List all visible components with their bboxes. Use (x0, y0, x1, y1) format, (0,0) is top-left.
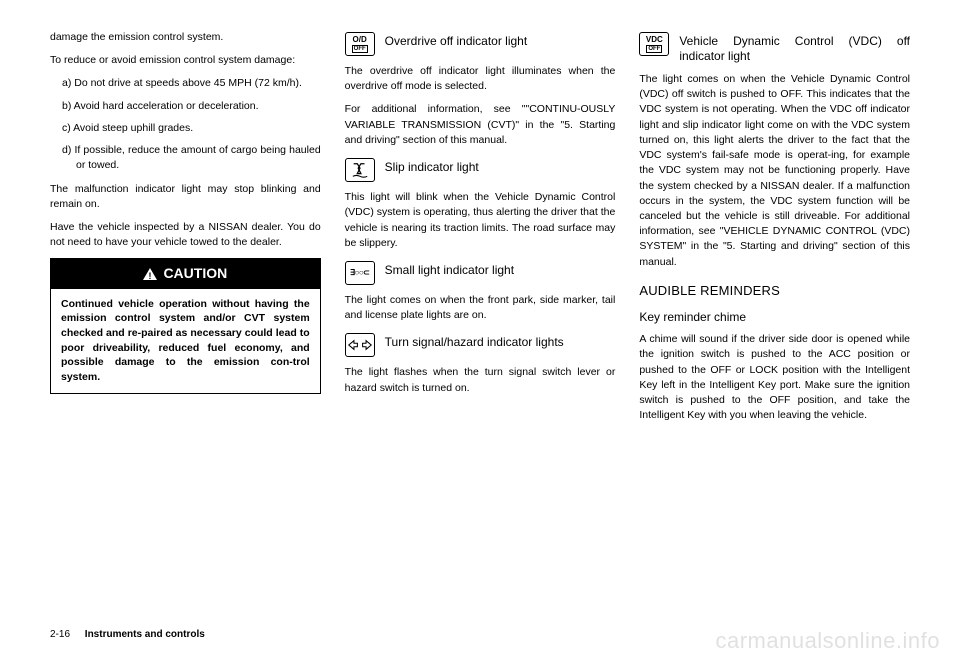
section-title: Vehicle Dynamic Control (VDC) off indica… (679, 32, 910, 64)
list-item: d) If possible, reduce the amount of car… (62, 143, 321, 173)
column-3: VDCOFF Vehicle Dynamic Control (VDC) off… (639, 30, 910, 431)
heading-3: Key reminder chime (639, 309, 910, 326)
watermark: carmanualsonline.info (715, 628, 940, 654)
manual-page: damage the emission control system. To r… (0, 0, 960, 451)
caution-label: CAUTION (163, 263, 227, 283)
turn-signal-icon (345, 333, 375, 357)
section-title: Slip indicator light (385, 158, 479, 175)
section-heading: VDCOFF Vehicle Dynamic Control (VDC) off… (639, 32, 910, 64)
section-title: Small light indicator light (385, 261, 514, 278)
list-item: a) Do not drive at speeds above 45 MPH (… (62, 76, 321, 91)
overdrive-off-icon: O/DOFF (345, 32, 375, 56)
column-1: damage the emission control system. To r… (50, 30, 321, 431)
page-footer: 2-16 Instruments and controls (50, 629, 205, 640)
section-title: Overdrive off indicator light (385, 32, 528, 49)
body-text: A chime will sound if the driver side do… (639, 332, 910, 423)
list-item: b) Avoid hard acceleration or decelerati… (62, 99, 321, 114)
list-item: c) Avoid steep uphill grades. (62, 121, 321, 136)
section-title: Turn signal/hazard indicator lights (385, 333, 564, 350)
small-light-icon: ∃○○⊂ (345, 261, 375, 285)
slip-indicator-icon (345, 158, 375, 182)
section-heading: Slip indicator light (345, 158, 616, 182)
caution-header: CAUTION (51, 259, 320, 288)
section-heading: Turn signal/hazard indicator lights (345, 333, 616, 357)
section-heading: O/DOFF Overdrive off indicator light (345, 32, 616, 56)
ordered-list: a) Do not drive at speeds above 45 MPH (… (50, 76, 321, 173)
section-heading: ∃○○⊂ Small light indicator light (345, 261, 616, 285)
body-text: For additional information, see ""CONTIN… (345, 102, 616, 148)
body-text: The malfunction indicator light may stop… (50, 182, 321, 212)
vdc-off-icon: VDCOFF (639, 32, 669, 56)
body-text: The light flashes when the turn signal s… (345, 365, 616, 395)
body-text: To reduce or avoid emission control syst… (50, 53, 321, 68)
body-text: Have the vehicle inspected by a NISSAN d… (50, 220, 321, 250)
column-2: O/DOFF Overdrive off indicator light The… (345, 30, 616, 431)
caution-body: Continued vehicle operation without havi… (51, 289, 320, 393)
body-text: This light will blink when the Vehicle D… (345, 190, 616, 251)
body-text: The light comes on when the Vehicle Dyna… (639, 72, 910, 270)
body-text: The overdrive off indicator light illumi… (345, 64, 616, 94)
body-text: The light comes on when the front park, … (345, 293, 616, 323)
heading-2: AUDIBLE REMINDERS (639, 282, 910, 301)
warning-triangle-icon (143, 268, 157, 280)
section-name: Instruments and controls (85, 629, 205, 640)
page-number: 2-16 (50, 629, 70, 640)
caution-box: CAUTION Continued vehicle operation with… (50, 258, 321, 393)
body-text: damage the emission control system. (50, 30, 321, 45)
